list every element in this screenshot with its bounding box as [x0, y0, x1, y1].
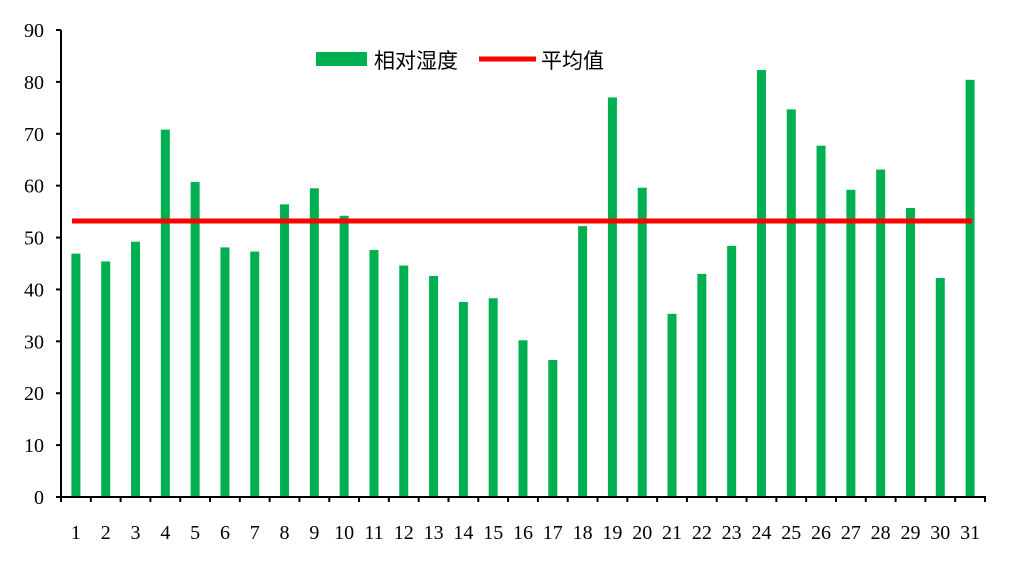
- bar-day-29: [905, 207, 915, 498]
- x-tick-label: 20: [632, 522, 652, 544]
- bar-day-31: [965, 79, 975, 497]
- x-tick-label: 22: [692, 522, 712, 544]
- y-tick-label: 70: [24, 124, 44, 146]
- legend: 相对湿度 平均值: [316, 49, 604, 73]
- x-tick-label: 15: [483, 522, 503, 544]
- bar-day-16: [518, 340, 528, 497]
- y-tick-label: 30: [24, 331, 44, 353]
- y-tick-label: 0: [34, 487, 44, 509]
- bar-day-21: [667, 313, 677, 497]
- x-tick-label: 2: [101, 522, 111, 544]
- bar-day-4: [160, 129, 170, 497]
- bar-day-27: [846, 189, 856, 497]
- x-tick-label: 26: [811, 522, 831, 544]
- bar-day-18: [578, 226, 588, 497]
- x-tick-label: 17: [543, 522, 563, 544]
- x-tick-label: 10: [334, 522, 354, 544]
- x-tick-label: 7: [250, 522, 260, 544]
- bar-day-17: [548, 360, 558, 497]
- x-tick-label: 23: [722, 522, 742, 544]
- bar-day-8: [280, 204, 290, 497]
- x-tick-label: 14: [453, 522, 473, 544]
- bar-day-5: [190, 182, 200, 497]
- x-tick-label: 24: [751, 522, 771, 544]
- y-tick-label: 60: [24, 176, 44, 198]
- x-tick-label: 27: [841, 522, 861, 544]
- bar-day-19: [607, 97, 617, 498]
- bar-day-13: [429, 275, 439, 497]
- x-tick-label: 5: [190, 522, 200, 544]
- y-tick-label: 40: [24, 279, 44, 301]
- y-tick-label: 90: [24, 20, 44, 42]
- bar-day-2: [101, 261, 111, 497]
- x-tick-label: 21: [662, 522, 682, 544]
- x-tick-label: 29: [900, 522, 920, 544]
- bar-day-20: [637, 187, 647, 498]
- bars-layer: [71, 69, 975, 498]
- x-tick-label: 3: [131, 522, 141, 544]
- x-tick-label: 18: [573, 522, 593, 544]
- axes-layer: [56, 29, 986, 502]
- bar-day-22: [697, 273, 707, 497]
- x-tick-label: 4: [160, 522, 170, 544]
- x-tick-label: 30: [930, 522, 950, 544]
- bar-day-25: [786, 109, 796, 497]
- bar-day-15: [488, 298, 498, 497]
- x-tick-label: 13: [424, 522, 444, 544]
- x-tick-label: 11: [364, 522, 383, 544]
- bar-day-28: [876, 169, 886, 497]
- x-tick-label: 19: [602, 522, 622, 544]
- x-tick-label: 8: [280, 522, 290, 544]
- bar-day-12: [399, 265, 409, 497]
- y-tick-label: 20: [24, 383, 44, 405]
- bar-day-14: [458, 301, 468, 497]
- x-tick-label: 12: [394, 522, 414, 544]
- y-tick-label: 50: [24, 228, 44, 250]
- bar-day-23: [727, 245, 737, 497]
- bar-day-26: [816, 145, 826, 497]
- x-tick-label: 28: [871, 522, 891, 544]
- bar-day-9: [309, 188, 319, 497]
- bar-day-3: [131, 241, 141, 497]
- x-tick-label: 6: [220, 522, 230, 544]
- bar-day-24: [756, 69, 766, 497]
- x-tick-label: 25: [781, 522, 801, 544]
- bar-day-1: [71, 253, 81, 497]
- legend-label-average: 平均值: [541, 49, 604, 73]
- x-tick-label: 1: [71, 522, 81, 544]
- x-tick-label: 31: [960, 522, 980, 544]
- bar-day-10: [339, 215, 349, 497]
- bar-day-6: [220, 247, 230, 497]
- bar-day-7: [250, 251, 260, 497]
- x-tick-label: 9: [309, 522, 319, 544]
- legend-swatch-humidity: [316, 52, 367, 66]
- y-tick-label: 10: [24, 435, 44, 457]
- y-tick-label: 80: [24, 72, 44, 94]
- bar-day-30: [935, 278, 945, 497]
- legend-label-humidity: 相对湿度: [374, 49, 458, 73]
- bar-day-11: [369, 250, 379, 497]
- x-tick-label: 16: [513, 522, 533, 544]
